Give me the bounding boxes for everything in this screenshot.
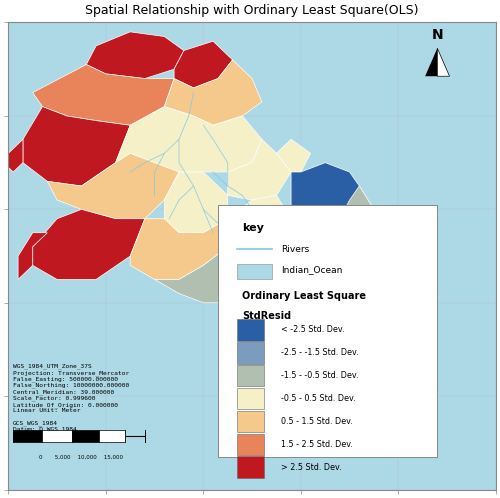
Text: StdResid: StdResid <box>242 311 292 321</box>
Text: Rivers: Rivers <box>282 245 310 253</box>
Polygon shape <box>164 60 262 125</box>
Text: 0       5,000    10,000    15,000: 0 5,000 10,000 15,000 <box>40 455 123 460</box>
Text: > 2.5 Std. Dev.: > 2.5 Std. Dev. <box>282 463 342 472</box>
Polygon shape <box>116 107 262 172</box>
Polygon shape <box>291 247 374 350</box>
Polygon shape <box>242 265 291 312</box>
Text: N: N <box>432 28 443 42</box>
Polygon shape <box>228 139 291 200</box>
Text: key: key <box>242 224 264 234</box>
Polygon shape <box>32 65 174 125</box>
Polygon shape <box>438 48 450 76</box>
Text: WGS_1984_UTM_Zone_37S
Projection: Transverse_Mercator
False_Easting: 500000.0000: WGS_1984_UTM_Zone_37S Projection: Transv… <box>13 364 130 432</box>
Bar <box>238 388 264 409</box>
Text: 1.5 - 2.5 Std. Dev.: 1.5 - 2.5 Std. Dev. <box>282 440 353 449</box>
Bar <box>238 319 264 341</box>
Bar <box>238 411 264 432</box>
Polygon shape <box>18 233 48 279</box>
Polygon shape <box>130 219 228 279</box>
Bar <box>238 457 264 478</box>
Bar <box>42 430 71 442</box>
Polygon shape <box>276 163 374 350</box>
Bar <box>98 430 126 442</box>
Polygon shape <box>23 107 130 186</box>
Text: < -2.5 Std. Dev.: < -2.5 Std. Dev. <box>282 325 345 334</box>
Polygon shape <box>425 48 438 76</box>
Bar <box>238 434 264 455</box>
Polygon shape <box>86 32 184 79</box>
Text: -2.5 - -1.5 Std. Dev.: -2.5 - -1.5 Std. Dev. <box>282 348 359 357</box>
Polygon shape <box>228 195 291 256</box>
Bar <box>238 342 264 364</box>
Bar <box>13 430 43 442</box>
Text: -0.5 - 0.5 Std. Dev.: -0.5 - 0.5 Std. Dev. <box>282 394 356 403</box>
Polygon shape <box>276 139 310 172</box>
Text: Indian_Ocean: Indian_Ocean <box>282 265 343 274</box>
Bar <box>72 430 99 442</box>
Polygon shape <box>8 139 23 172</box>
Bar <box>238 264 272 278</box>
Polygon shape <box>32 209 145 279</box>
Polygon shape <box>340 186 374 247</box>
Polygon shape <box>154 242 276 303</box>
Polygon shape <box>174 41 233 88</box>
Text: Ordinary Least Square: Ordinary Least Square <box>242 291 366 301</box>
Polygon shape <box>164 172 228 233</box>
Polygon shape <box>48 153 179 219</box>
FancyBboxPatch shape <box>218 205 438 457</box>
Polygon shape <box>228 312 291 359</box>
Text: 0.5 - 1.5 Std. Dev.: 0.5 - 1.5 Std. Dev. <box>282 417 353 426</box>
Title: Spatial Relationship with Ordinary Least Square(OLS): Spatial Relationship with Ordinary Least… <box>86 4 419 17</box>
Text: -1.5 - -0.5 Std. Dev.: -1.5 - -0.5 Std. Dev. <box>282 371 359 380</box>
Bar <box>238 365 264 386</box>
